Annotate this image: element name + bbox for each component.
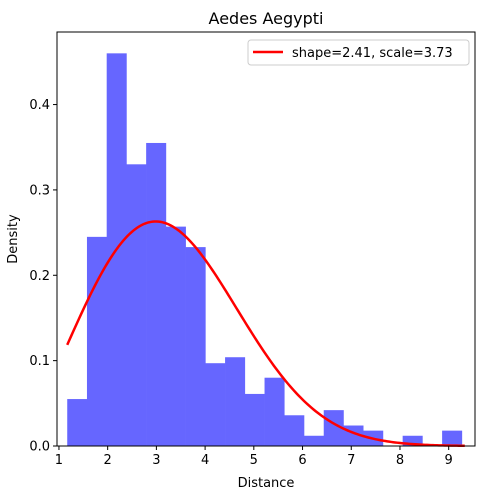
histogram-bar [244,393,265,446]
histogram-bar [205,363,226,446]
histogram-bars [67,53,463,447]
plot-frame [56,31,476,447]
histogram-bar [304,435,325,446]
histogram-bar [146,142,167,447]
y-axis-label: Density [6,214,21,264]
histogram-bar [264,377,285,446]
y-tick-label: 0.0 [29,440,50,455]
weibull-fit-line [66,220,465,448]
histogram-bar [165,226,186,446]
legend-label: shape=2.41, scale=3.73 [292,46,453,61]
histogram-bar [225,357,246,446]
y-axis-ticks: 0.0 0.1 0.2 0.3 0.4 [29,98,57,455]
histogram-bar [442,430,463,446]
fit-curve-layer [66,220,465,448]
x-tick-label: 5 [250,453,258,468]
x-tick-label: 8 [396,453,404,468]
x-tick-label: 3 [152,453,160,468]
y-tick-label: 0.4 [29,98,50,113]
histogram-bar [402,435,423,446]
x-axis-ticks: 1 2 3 4 5 6 7 8 9 [55,446,453,468]
x-axis-label: Distance [238,476,295,491]
x-tick-label: 1 [55,453,63,468]
legend-box [247,39,470,66]
x-tick-label: 2 [104,453,112,468]
x-tick-label: 4 [201,453,209,468]
histogram-bar [67,399,88,446]
histogram-bar [185,247,206,446]
x-tick-label: 7 [347,453,355,468]
legend: shape=2.41, scale=3.73 [247,39,470,66]
y-tick-label: 0.1 [29,354,50,369]
x-tick-label: 9 [445,453,453,468]
x-tick-label: 6 [298,453,306,468]
y-tick-label: 0.3 [29,183,50,198]
chart-title: Aedes Aegypti [209,9,324,28]
histogram-bar [126,164,147,447]
histogram-bar [284,415,305,446]
y-tick-label: 0.2 [29,269,50,284]
